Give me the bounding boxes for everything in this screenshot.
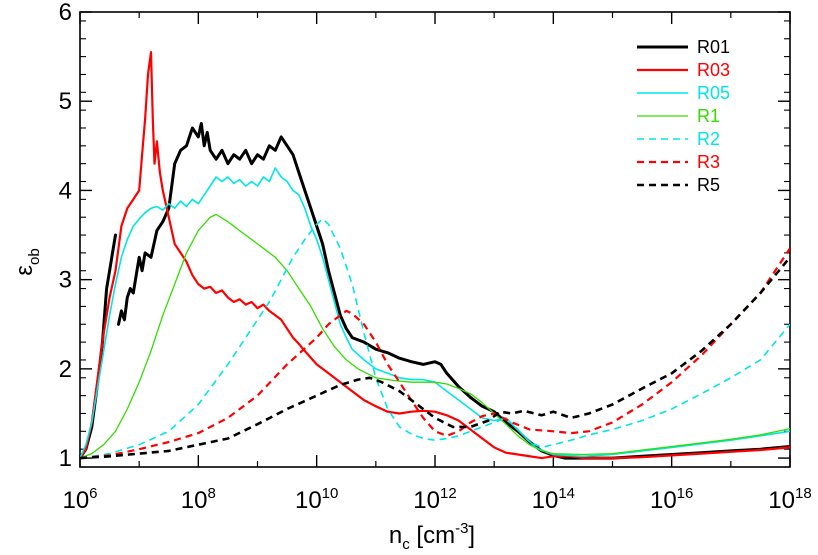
- x-tick-label: 1014: [532, 485, 575, 514]
- series-line-r2: [80, 218, 790, 459]
- series-line-r03: [80, 51, 790, 460]
- series-line-r3: [80, 247, 790, 460]
- y-tick-label: 6: [59, 0, 72, 26]
- legend-label-r2: R2: [697, 129, 720, 149]
- legend-label-r03: R03: [697, 60, 730, 80]
- y-tick-label: 5: [59, 88, 72, 115]
- series-line-r05: [80, 167, 790, 459]
- y-tick-label: 3: [59, 267, 72, 294]
- y-tick-label: 2: [59, 356, 72, 383]
- y-tick-label: 4: [59, 177, 72, 204]
- x-axis-label: nc [cm-3]: [389, 520, 475, 553]
- legend-label-r3: R3: [697, 152, 720, 172]
- legend-label-r01: R01: [697, 37, 730, 57]
- series-line-r1: [80, 213, 790, 459]
- series-line-r01: [117, 122, 790, 460]
- series-line-r01: [80, 233, 117, 460]
- x-tick-label: 108: [181, 485, 216, 514]
- y-tick-label: 1: [59, 445, 72, 472]
- x-tick-label: 1012: [413, 485, 456, 514]
- x-tick-label: 1018: [768, 485, 811, 514]
- plot-frame: [79, 11, 791, 468]
- x-tick-label: 1016: [650, 485, 693, 514]
- x-tick-label: 1010: [295, 485, 338, 514]
- series-line-r5: [80, 256, 790, 460]
- y-axis-label: εob: [11, 248, 43, 275]
- legend-label-r5: R5: [697, 175, 720, 195]
- x-tick-label: 106: [62, 485, 97, 514]
- legend-label-r1: R1: [697, 106, 720, 126]
- legend-label-r05: R05: [697, 83, 730, 103]
